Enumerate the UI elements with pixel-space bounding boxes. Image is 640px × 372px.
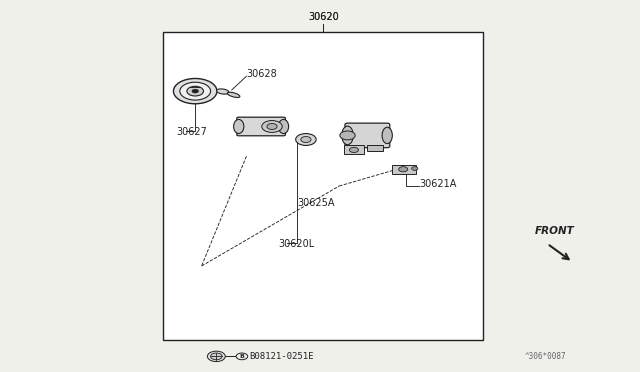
Text: FRONT: FRONT <box>534 226 574 236</box>
Circle shape <box>236 353 248 360</box>
Circle shape <box>211 353 222 360</box>
Bar <box>344 145 364 154</box>
Ellipse shape <box>382 127 392 144</box>
Text: 30620: 30620 <box>308 12 339 22</box>
Text: 30620: 30620 <box>308 12 339 22</box>
Text: 30620L: 30620L <box>278 239 315 248</box>
Circle shape <box>267 124 277 129</box>
Text: 30628: 30628 <box>246 70 277 79</box>
Circle shape <box>192 89 198 93</box>
Circle shape <box>399 167 408 172</box>
Ellipse shape <box>216 89 229 94</box>
Bar <box>163 32 483 340</box>
Circle shape <box>301 137 311 142</box>
Circle shape <box>349 147 358 153</box>
Text: 30625A: 30625A <box>298 198 335 208</box>
Circle shape <box>207 351 225 362</box>
Text: 30627: 30627 <box>176 127 207 137</box>
Circle shape <box>187 86 204 96</box>
Ellipse shape <box>234 119 244 134</box>
Circle shape <box>180 82 211 100</box>
Circle shape <box>173 78 217 104</box>
Circle shape <box>262 121 282 132</box>
Text: 30621A: 30621A <box>419 179 456 189</box>
Ellipse shape <box>227 92 240 97</box>
Text: B: B <box>239 354 244 359</box>
FancyBboxPatch shape <box>237 117 285 136</box>
FancyBboxPatch shape <box>345 123 390 148</box>
Circle shape <box>412 167 418 170</box>
Text: B08121-0251E: B08121-0251E <box>250 352 314 361</box>
Circle shape <box>296 134 316 145</box>
Bar <box>367 145 383 151</box>
Ellipse shape <box>278 119 289 134</box>
Circle shape <box>340 131 355 140</box>
Ellipse shape <box>342 126 353 145</box>
Bar <box>392 165 416 174</box>
Text: ^306*0087: ^306*0087 <box>525 352 566 361</box>
